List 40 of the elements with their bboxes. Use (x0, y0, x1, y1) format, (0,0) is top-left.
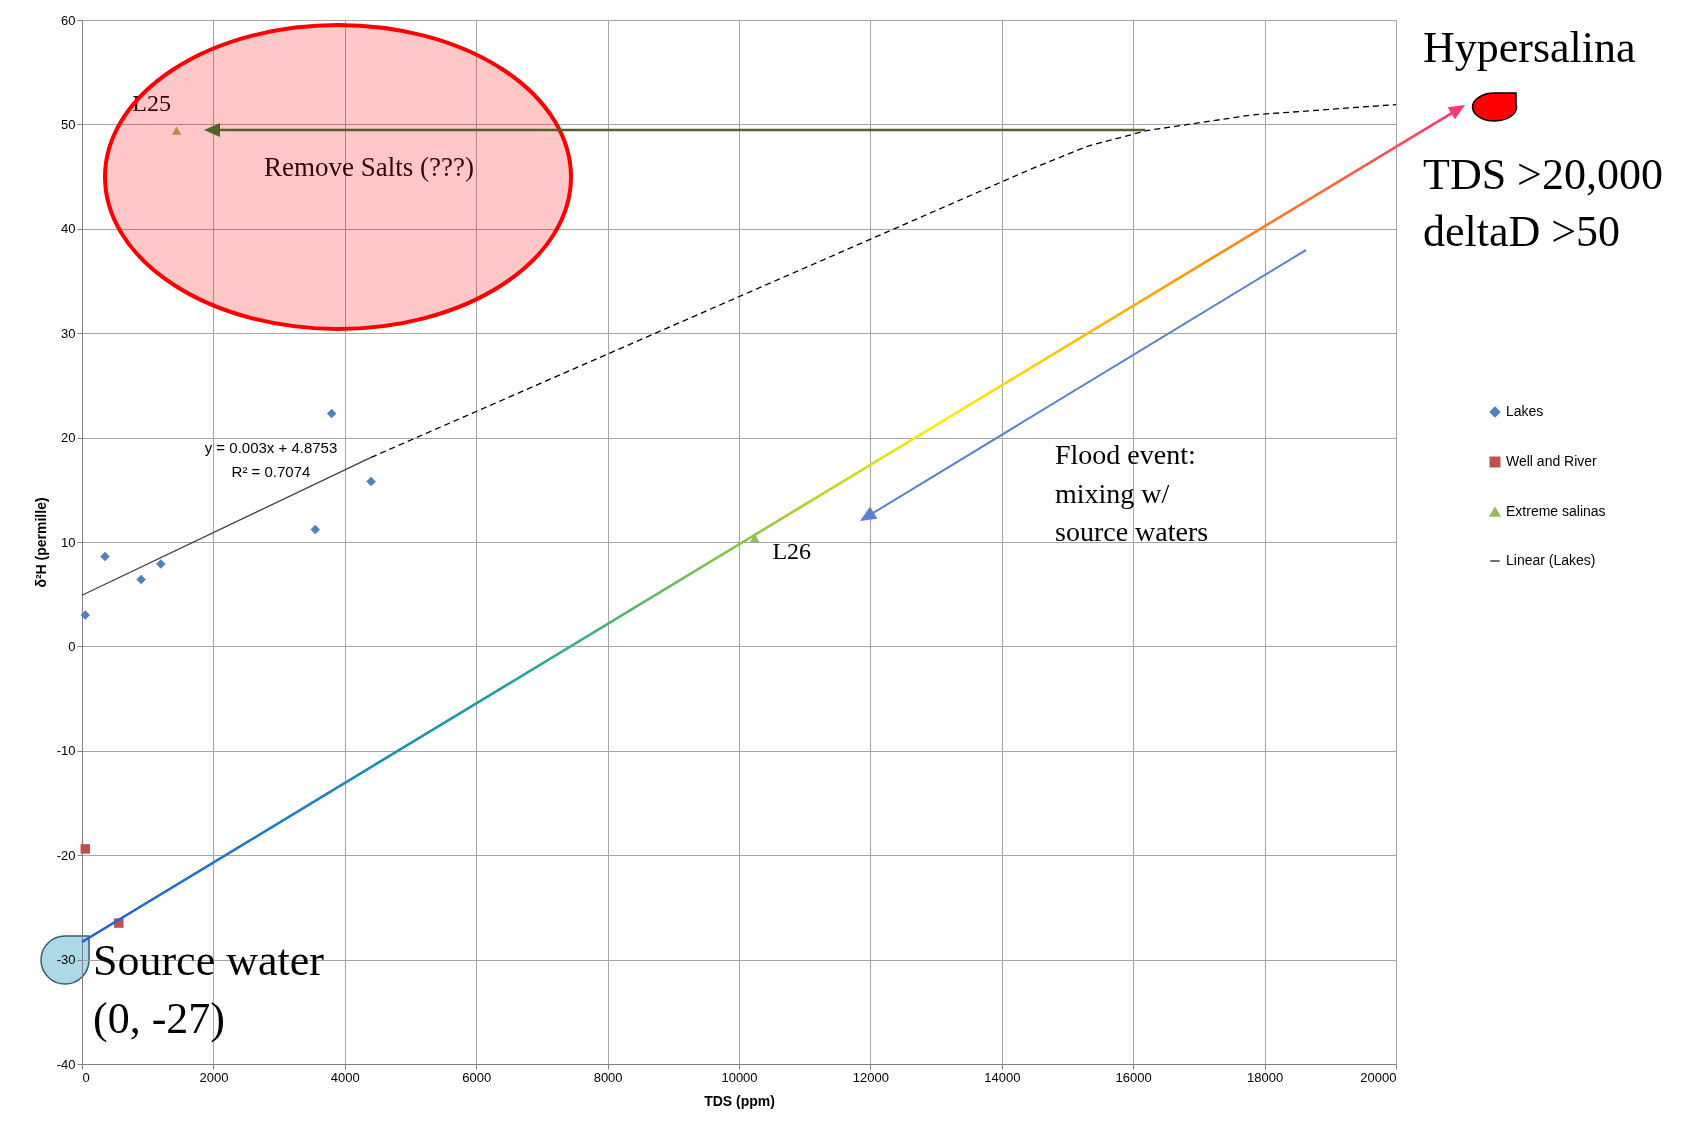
y-tick-label: -30 (56, 952, 76, 968)
x-tick-label: 14000 (984, 1069, 1021, 1085)
y-tick-label: 10 (61, 534, 76, 550)
x-axis-title: TDS (ppm) (704, 1092, 775, 1109)
text: TDS >20,000 (1423, 150, 1663, 199)
annotation: source waters (1055, 516, 1209, 547)
x-tick-label: 0 (82, 1069, 90, 1085)
annotation: Flood event: (1055, 439, 1196, 470)
annotation: L26 (772, 537, 812, 564)
legend-label: Extreme salinas (1506, 503, 1606, 519)
y-tick-label: 50 (61, 116, 76, 132)
y-axis-title: δ²H (permille) (32, 497, 49, 588)
x-tick-label: 4000 (330, 1069, 360, 1085)
y-tick-label: 20 (61, 430, 76, 446)
y-tick-label: 0 (68, 638, 76, 654)
annotation: R² = 0.7074 (231, 463, 311, 480)
x-tick-label: 20000 (1360, 1069, 1397, 1085)
x-tick-label: 16000 (1115, 1069, 1152, 1085)
x-tick-label: 10000 (721, 1069, 758, 1085)
legend-label: Well and River (1506, 453, 1598, 469)
annotation: mixing w/ (1055, 478, 1170, 509)
y-tick-label: 40 (61, 221, 76, 237)
y-tick-label: -20 (56, 847, 76, 863)
y-tick-label: 60 (61, 12, 76, 28)
annotation: (0, -27) (93, 994, 225, 1043)
text: deltaD >50 (1423, 207, 1621, 256)
legend-label: Linear (Lakes) (1506, 552, 1596, 568)
x-tick-label: 8000 (593, 1069, 623, 1085)
x-tick-label: 6000 (462, 1069, 492, 1085)
annotation: y = 0.003x + 4.8753 (204, 439, 338, 456)
y-tick-label: 30 (61, 325, 76, 341)
legend-label: Lakes (1506, 403, 1544, 419)
y-tick-label: -10 (56, 743, 76, 759)
x-tick-label: 2000 (199, 1069, 229, 1085)
annotation: Source water (93, 936, 325, 985)
y-tick-label: -40 (56, 1056, 76, 1072)
x-tick-label: 12000 (852, 1069, 889, 1085)
x-tick-label: 18000 (1247, 1069, 1284, 1085)
text: Hypersalina (1423, 23, 1636, 72)
annotation: Remove Salts (???) (264, 152, 474, 182)
